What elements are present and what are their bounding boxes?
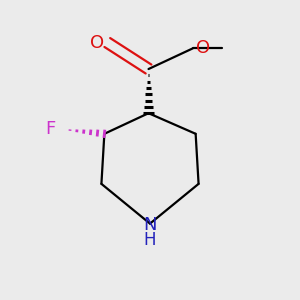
- Text: O: O: [196, 39, 210, 57]
- Text: H: H: [144, 231, 156, 249]
- Text: O: O: [90, 34, 104, 52]
- Text: N: N: [143, 216, 157, 234]
- Text: F: F: [46, 120, 56, 138]
